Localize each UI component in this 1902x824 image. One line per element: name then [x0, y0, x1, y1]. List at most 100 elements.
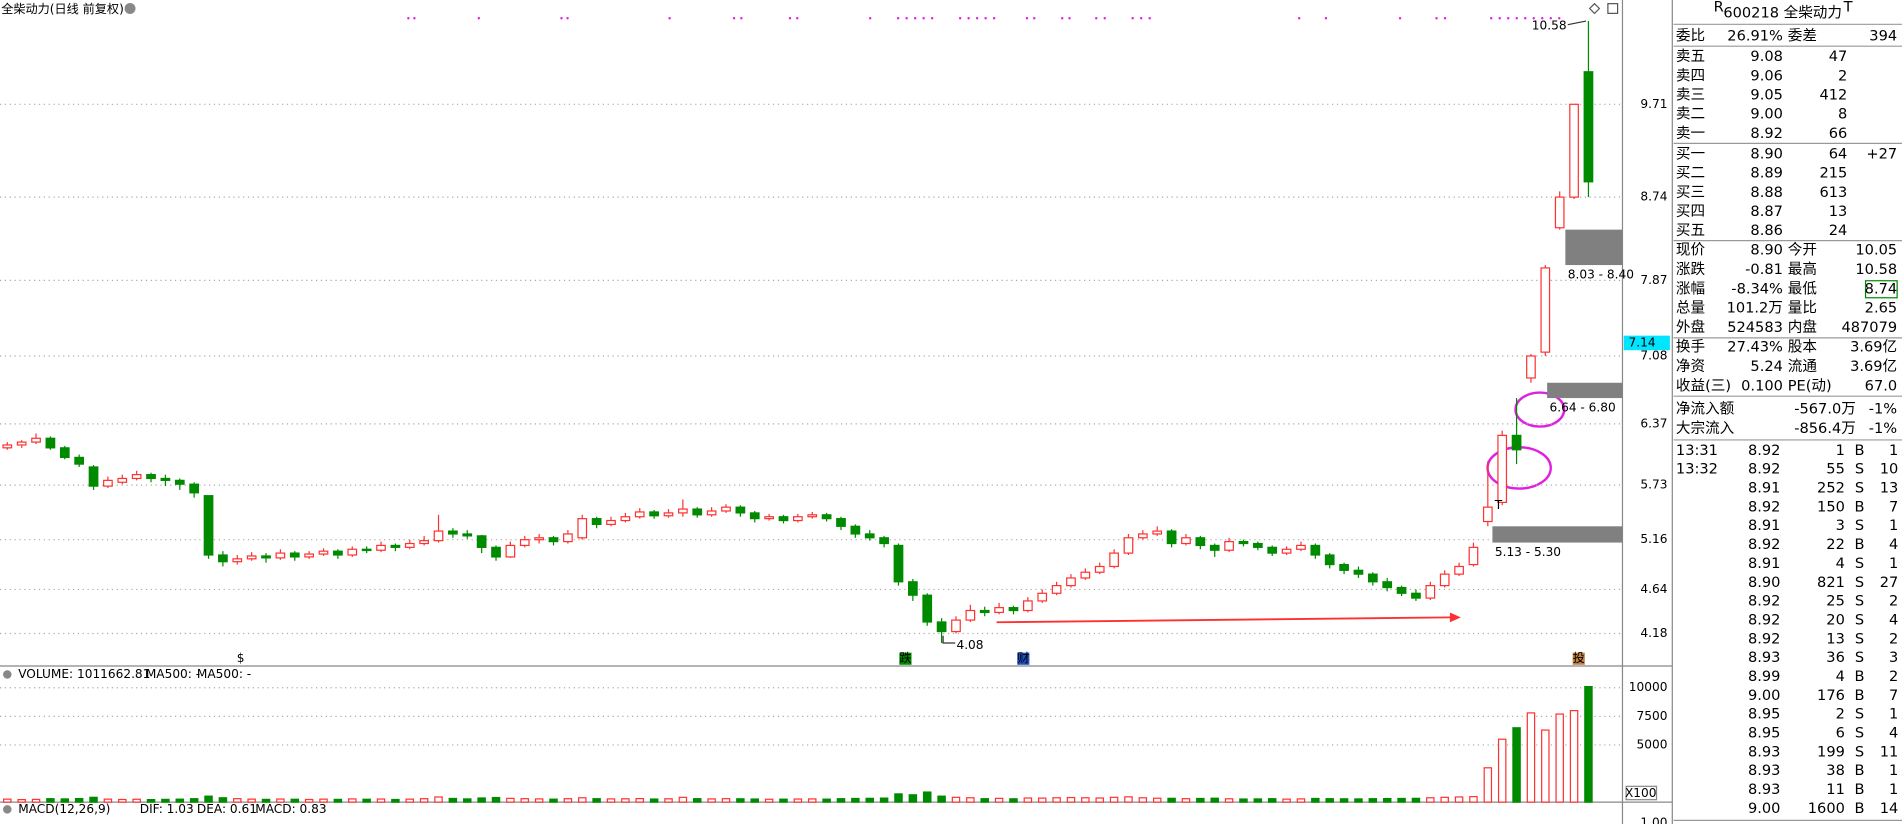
- candle-body: [1209, 544, 1220, 551]
- volume-bar: [1052, 797, 1061, 803]
- y-tick-label: 7.87: [1640, 273, 1667, 287]
- bid-price: 8.86: [1750, 222, 1782, 239]
- marker-dot: [1524, 17, 1527, 20]
- candle-body: [1396, 586, 1407, 594]
- macd-dif: DIF: 1.03: [140, 802, 194, 816]
- trade-price: 8.92: [1748, 593, 1780, 610]
- candle-body: [1382, 581, 1393, 589]
- menu-icon[interactable]: [124, 3, 136, 14]
- stat-value: 487079: [1841, 319, 1897, 336]
- volume-bar: [1584, 685, 1593, 803]
- trade-time: 13:31: [1676, 442, 1718, 459]
- volume-bar: [664, 798, 673, 803]
- marker-dot: [1025, 17, 1029, 20]
- candle-body: [548, 537, 559, 543]
- ask-volume: 2: [1838, 67, 1847, 84]
- macd-tick: 1.00: [1640, 815, 1667, 824]
- volume-bar: [1282, 798, 1291, 803]
- trade-price: 8.93: [1748, 762, 1780, 779]
- candle-body: [131, 474, 142, 480]
- bid-volume: 24: [1829, 222, 1848, 239]
- marker-dot: [1532, 17, 1535, 20]
- candle-body: [1367, 573, 1378, 583]
- volume-bar: [851, 797, 860, 803]
- marker-dot: [896, 17, 900, 20]
- stat-label: 股本: [1788, 339, 1818, 356]
- volume-bar: [3, 798, 12, 803]
- tool-icon[interactable]: [1607, 3, 1619, 14]
- volume-bar: [333, 798, 343, 803]
- tool-icon[interactable]: [1588, 2, 1601, 15]
- candle-body: [735, 506, 746, 514]
- volume-bar: [189, 798, 199, 803]
- volume-bar: [563, 798, 573, 803]
- macd-label: MACD(12,26,9): [18, 802, 110, 816]
- marker-dot: [1507, 17, 1510, 20]
- ask-label: 卖四: [1676, 67, 1705, 84]
- menu-icon[interactable]: [3, 670, 12, 679]
- arrow-head: [1449, 612, 1461, 623]
- candle-body: [1051, 585, 1062, 594]
- marker-dot: [1490, 17, 1493, 20]
- candle-body: [1008, 607, 1019, 612]
- candle-body: [404, 542, 415, 548]
- candle-body: [1468, 546, 1479, 566]
- trade-price: 8.95: [1748, 724, 1780, 741]
- stat-value: 2.65: [1865, 300, 1897, 317]
- menu-icon[interactable]: [3, 805, 12, 814]
- volume-bar: [678, 796, 688, 803]
- stat-value: 8.90: [1750, 241, 1782, 258]
- candle-body: [864, 533, 875, 539]
- y-tick-label: 8.74: [1640, 190, 1667, 204]
- candle-body: [951, 619, 961, 633]
- trade-volume: 38: [1826, 762, 1845, 779]
- candle-body: [45, 437, 56, 449]
- volume-bar: [908, 794, 918, 803]
- candle-body: [1353, 569, 1364, 575]
- volume-bar: [1483, 767, 1493, 803]
- volume-bar: [477, 797, 486, 803]
- volume-bar: [1311, 797, 1320, 803]
- bid-label: 买四: [1676, 203, 1705, 220]
- candle-body: [922, 594, 933, 623]
- candle-body: [160, 477, 171, 481]
- stat-label: 今开: [1788, 241, 1817, 258]
- volume-bar: [721, 798, 731, 803]
- volume-bar: [1541, 729, 1550, 803]
- candle-body: [1281, 548, 1292, 554]
- trade-count: 1: [1889, 517, 1898, 534]
- ask-price: 9.00: [1750, 106, 1782, 123]
- candle-body: [764, 516, 774, 520]
- volume-bar: [951, 796, 961, 803]
- event-marker: 投: [1573, 650, 1585, 665]
- trade-price: 9.00: [1748, 800, 1780, 817]
- volume-bar: [1382, 797, 1392, 803]
- bid-price: 8.88: [1750, 184, 1782, 201]
- volume-bar: [46, 798, 55, 803]
- marker-dot: [930, 17, 934, 20]
- event-marker: $: [237, 651, 245, 665]
- stat-value: 27.43%: [1727, 339, 1783, 356]
- volume-bar: [1152, 797, 1162, 803]
- ask-price: 8.92: [1750, 125, 1782, 142]
- candle-body: [706, 510, 717, 516]
- trade-price: 8.92: [1748, 461, 1780, 478]
- value: 26.91%: [1727, 27, 1783, 44]
- trend-arrow: [996, 616, 1452, 624]
- trade-price: 8.99: [1748, 668, 1780, 685]
- candle-body: [318, 550, 329, 555]
- candle-body: [1425, 585, 1436, 599]
- volume-bar: [707, 798, 716, 803]
- marker-dot: [740, 17, 743, 20]
- volume-bar: [578, 797, 587, 803]
- candle-body: [807, 514, 818, 518]
- volume-bar: [865, 797, 874, 803]
- bid-price: 8.89: [1750, 165, 1782, 182]
- candle-body: [146, 474, 156, 480]
- bid-label: 买三: [1676, 184, 1705, 201]
- volume-bar: [937, 795, 946, 803]
- candle-body: [261, 555, 271, 559]
- trade-volume: 252: [1817, 480, 1845, 497]
- y-tick-label: 7.08: [1640, 348, 1667, 362]
